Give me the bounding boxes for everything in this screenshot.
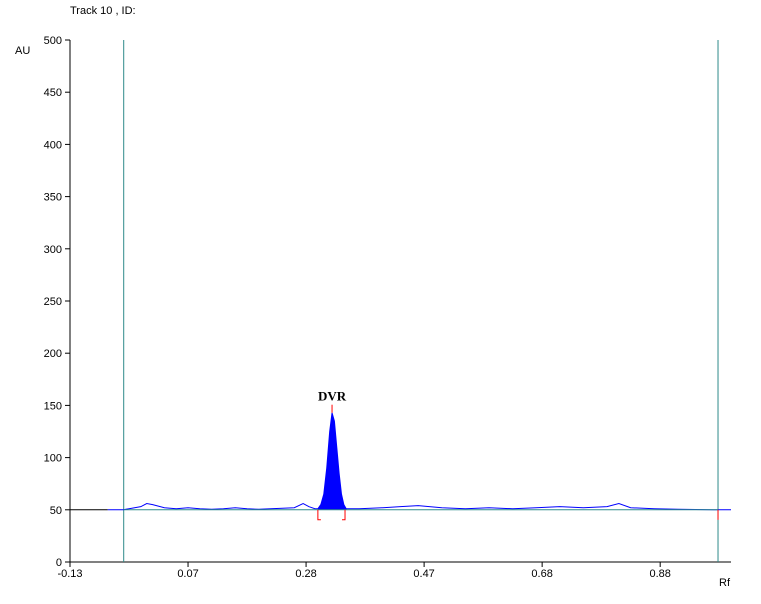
x-tick-label: 0.68 (531, 568, 552, 580)
peak-label: DVR (318, 389, 347, 404)
peak-end-bracket (342, 509, 346, 521)
y-axis-label: AU (15, 45, 30, 57)
y-tick-label: 100 (44, 453, 62, 465)
chart-title: Track 10 , ID: (70, 5, 136, 17)
x-axis-label: Rf (719, 577, 731, 589)
x-tick-label: 0.28 (295, 568, 316, 580)
y-tick-label: 500 (44, 35, 62, 47)
trace-line (107, 412, 731, 511)
peak-start-bracket (317, 509, 321, 521)
y-tick-label: 400 (44, 139, 62, 151)
y-tick-label: 200 (44, 348, 62, 360)
x-tick-label: 0.47 (413, 568, 434, 580)
y-tick-label: 50 (50, 505, 62, 517)
x-tick-label: -0.13 (57, 568, 82, 580)
peak-area (317, 412, 347, 510)
y-tick-label: 0 (56, 557, 62, 569)
y-tick-label: 250 (44, 296, 62, 308)
y-tick-label: 350 (44, 192, 62, 204)
x-tick-label: 0.88 (649, 568, 670, 580)
y-tick-label: 300 (44, 244, 62, 256)
y-tick-label: 450 (44, 87, 62, 99)
x-tick-label: 0.07 (177, 568, 198, 580)
y-tick-label: 150 (44, 400, 62, 412)
